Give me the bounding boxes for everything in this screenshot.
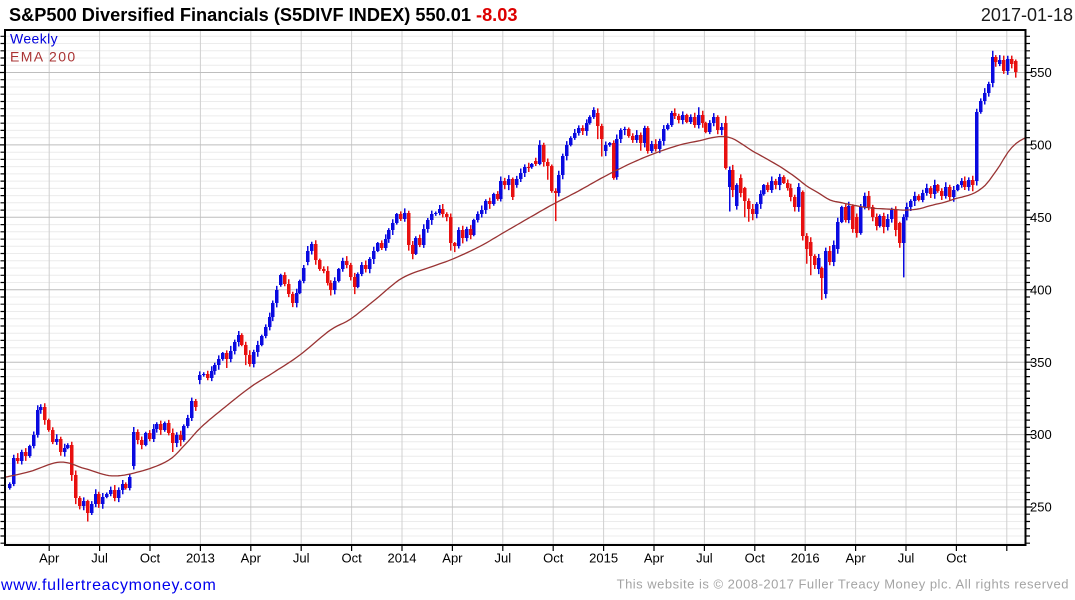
svg-text:450: 450 <box>1030 210 1052 225</box>
svg-text:Apr: Apr <box>845 551 866 566</box>
svg-text:Oct: Oct <box>543 551 564 566</box>
svg-text:2015: 2015 <box>589 551 618 566</box>
svg-text:550: 550 <box>1030 65 1052 80</box>
svg-text:Oct: Oct <box>745 551 766 566</box>
svg-text:This website is © 2008-2017 Fu: This website is © 2008-2017 Fuller Treac… <box>617 577 1069 592</box>
svg-text:300: 300 <box>1030 427 1052 442</box>
svg-text:Jul: Jul <box>898 551 915 566</box>
svg-text:Apr: Apr <box>39 551 60 566</box>
svg-text:Oct: Oct <box>140 551 161 566</box>
svg-text:Weekly: Weekly <box>10 31 58 47</box>
svg-text:Jul: Jul <box>696 551 713 566</box>
svg-text:Jul: Jul <box>91 551 108 566</box>
svg-text:Oct: Oct <box>946 551 967 566</box>
svg-text:2017-01-18: 2017-01-18 <box>981 5 1073 25</box>
svg-text:Jul: Jul <box>494 551 511 566</box>
svg-text:2014: 2014 <box>388 551 417 566</box>
svg-text:S&P500 Diversified Financials: S&P500 Diversified Financials (S5DIVF IN… <box>9 5 517 25</box>
svg-text:Apr: Apr <box>442 551 463 566</box>
svg-text:EMA 200: EMA 200 <box>10 49 77 65</box>
svg-text:Apr: Apr <box>241 551 262 566</box>
svg-text:350: 350 <box>1030 355 1052 370</box>
svg-text:Jul: Jul <box>293 551 310 566</box>
svg-text:400: 400 <box>1030 282 1052 297</box>
svg-text:500: 500 <box>1030 138 1052 153</box>
svg-text:www.fullertreacymoney.com: www.fullertreacymoney.com <box>0 577 216 594</box>
svg-text:Apr: Apr <box>644 551 665 566</box>
svg-text:2016: 2016 <box>791 551 820 566</box>
svg-text:Oct: Oct <box>341 551 362 566</box>
svg-text:250: 250 <box>1030 500 1052 515</box>
svg-text:2013: 2013 <box>186 551 215 566</box>
